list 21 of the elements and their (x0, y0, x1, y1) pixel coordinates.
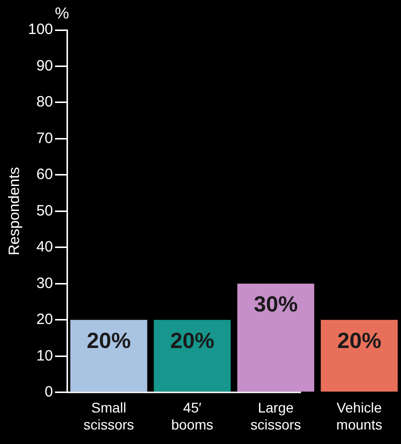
data-label: 20% (337, 328, 382, 353)
data-label: 20% (86, 328, 131, 353)
data-label: 20% (170, 328, 214, 353)
x-tick-label: 45′ booms (171, 400, 214, 432)
x-tick-label: Small scissors (83, 400, 134, 432)
x-tick-label: Vehicle mounts (336, 400, 382, 432)
y-tick-label: 50 (36, 202, 54, 220)
y-tick-label: 0 (44, 384, 54, 401)
y-tick-label: 10 (36, 347, 54, 364)
y-tick-label: 20 (36, 311, 54, 328)
text: % (54, 5, 70, 22)
y-tick-label: 60 (36, 166, 54, 184)
y-tick-label: 70 (36, 130, 54, 147)
y-tick-label: 30 (36, 274, 54, 292)
y-axis-title: Respondents (6, 166, 24, 256)
data-label: 30% (254, 292, 298, 317)
x-tick-label: Large scissors (250, 400, 302, 432)
y-tick-label: 90 (36, 57, 54, 74)
y-tick-label: 40 (36, 238, 54, 256)
y-tick-label: 100 (28, 21, 54, 38)
y-tick-label: 80 (36, 94, 54, 111)
